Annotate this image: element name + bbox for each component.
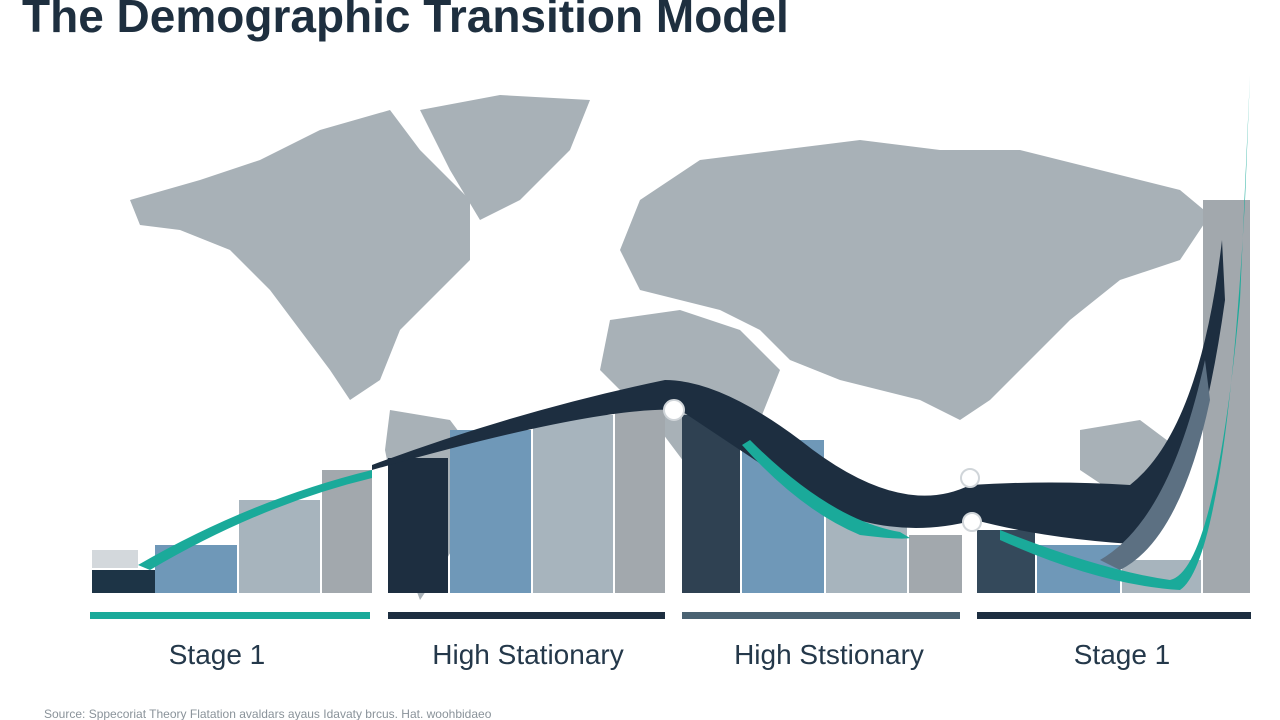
bar-groups [92,200,1250,593]
stage-line [682,612,960,619]
bar [682,415,740,593]
bar [322,470,372,593]
stage-line [977,612,1251,619]
north-america [130,110,470,400]
stage-label: High Ststionary [734,639,924,670]
marker [960,468,980,488]
stage-label: High Stationary [432,639,623,670]
bar [615,405,665,593]
source-note: Source: Sppecoriat Theory Flatation aval… [44,707,492,720]
slate-curve [1100,360,1210,570]
teal-band [138,470,372,570]
bar [909,535,962,593]
trend-curves [138,75,1250,590]
bar [1203,200,1250,593]
marker [962,512,982,532]
title: The Demographic Transition Model [22,0,789,42]
bar [92,570,155,593]
bar [450,430,531,593]
stage-label: Stage 1 [169,639,266,670]
stage-line [388,612,665,619]
marker [663,399,685,421]
bar [92,550,138,568]
bar [533,415,613,593]
stage-label: Stage 1 [1074,639,1171,670]
bar [388,458,448,593]
greenland [420,95,590,220]
eurasia [620,140,1210,420]
stage-line [90,612,370,619]
